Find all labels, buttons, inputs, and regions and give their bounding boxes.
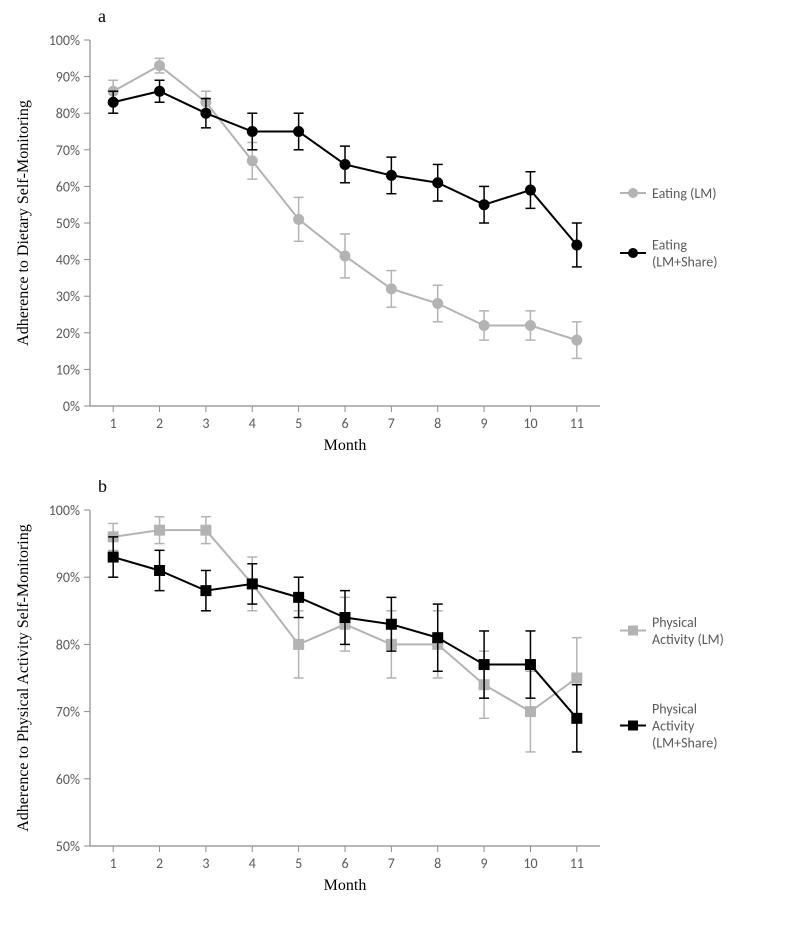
- marker-pa_lm_share: [386, 619, 396, 629]
- marker-eating_lm: [386, 284, 396, 294]
- marker-eating_lm_share: [433, 178, 443, 188]
- panel-letter: a: [98, 6, 106, 26]
- legend-label: Eating(LM+Share): [652, 237, 717, 271]
- marker-eating_lm_share: [247, 127, 257, 137]
- panel-letter: b: [98, 480, 107, 496]
- x-tick-label: 7: [388, 415, 395, 432]
- marker-pa_lm: [201, 525, 211, 535]
- y-tick-label: 30%: [56, 288, 80, 305]
- x-axis-title: Month: [324, 437, 367, 454]
- x-tick-label: 9: [481, 855, 488, 872]
- panel-a: a 0% 10% 20% 30% 40% 50% 60% 70% 80% 90% 100% 1 2 3 4 5 6…: [0, 0, 800, 460]
- y-tick-label: 70%: [56, 704, 80, 721]
- marker-pa_lm_share: [572, 713, 582, 723]
- y-tick-label: 90%: [56, 69, 80, 86]
- marker-eating_lm_share: [294, 127, 304, 137]
- legend-label: PhysicalActivity(LM+Share): [652, 701, 717, 752]
- legend-marker: [628, 188, 638, 198]
- x-tick-label: 2: [156, 415, 163, 432]
- marker-pa_lm: [294, 639, 304, 649]
- y-tick-label: 80%: [56, 636, 80, 653]
- y-tick-label: 50%: [56, 215, 80, 232]
- legend-label: Eating (LM): [652, 185, 716, 202]
- x-tick-label: 2: [156, 855, 163, 872]
- x-tick-label: 11: [570, 855, 584, 872]
- x-tick-label: 10: [523, 415, 537, 432]
- y-tick-label: 20%: [56, 325, 80, 342]
- marker-eating_lm: [247, 156, 257, 166]
- marker-pa_lm_share: [433, 633, 443, 643]
- x-tick-label: 3: [202, 415, 209, 432]
- x-tick-label: 4: [249, 855, 256, 872]
- marker-eating_lm_share: [340, 159, 350, 169]
- y-tick-label: 100%: [49, 502, 80, 519]
- marker-eating_lm: [155, 61, 165, 71]
- y-tick-label: 100%: [49, 32, 80, 49]
- x-tick-label: 6: [341, 415, 348, 432]
- marker-eating_lm_share: [479, 200, 489, 210]
- marker-eating_lm_share: [525, 185, 535, 195]
- marker-eating_lm_share: [155, 86, 165, 96]
- x-tick-label: 11: [570, 415, 584, 432]
- y-tick-label: 70%: [56, 142, 80, 159]
- x-tick-label: 10: [523, 855, 537, 872]
- y-axis-title: Adherence to Physical Activity Self-Moni…: [15, 524, 32, 832]
- y-tick-label: 60%: [56, 178, 80, 195]
- legend-marker: [628, 626, 638, 636]
- marker-eating_lm: [479, 320, 489, 330]
- x-tick-label: 7: [388, 855, 395, 872]
- marker-eating_lm: [433, 299, 443, 309]
- marker-pa_lm_share: [294, 592, 304, 602]
- marker-eating_lm: [525, 320, 535, 330]
- y-tick-label: 50%: [56, 838, 80, 855]
- x-tick-label: 4: [249, 415, 256, 432]
- marker-pa_lm_share: [155, 565, 165, 575]
- marker-pa_lm: [525, 707, 535, 717]
- marker-eating_lm_share: [108, 97, 118, 107]
- x-axis-title: Month: [324, 877, 367, 894]
- y-tick-label: 90%: [56, 569, 80, 586]
- marker-pa_lm_share: [340, 613, 350, 623]
- x-tick-label: 1: [110, 855, 117, 872]
- marker-pa_lm_share: [479, 660, 489, 670]
- y-tick-label: 80%: [56, 105, 80, 122]
- legend-label: PhysicalActivity (LM): [652, 614, 724, 648]
- x-tick-label: 5: [295, 415, 302, 432]
- marker-eating_lm_share: [201, 108, 211, 118]
- legend-marker: [628, 721, 638, 731]
- marker-eating_lm: [294, 214, 304, 224]
- x-tick-label: 1: [110, 415, 117, 432]
- y-axis-title: Adherence to Dietary Self-Monitoring: [15, 100, 32, 346]
- y-tick-label: 10%: [56, 361, 80, 378]
- marker-pa_lm_share: [108, 552, 118, 562]
- y-tick-label: 40%: [56, 252, 80, 269]
- marker-pa_lm: [155, 525, 165, 535]
- marker-pa_lm: [572, 673, 582, 683]
- x-tick-label: 3: [202, 855, 209, 872]
- marker-eating_lm_share: [386, 170, 396, 180]
- marker-eating_lm_share: [572, 240, 582, 250]
- legend-marker: [628, 248, 638, 258]
- x-tick-label: 5: [295, 855, 302, 872]
- x-tick-label: 9: [481, 415, 488, 432]
- marker-pa_lm_share: [525, 660, 535, 670]
- x-tick-label: 8: [434, 415, 441, 432]
- marker-eating_lm: [340, 251, 350, 261]
- figure-root: a 0% 10% 20% 30% 40% 50% 60% 70% 80% 90% 100% 1 2 3 4 5 6…: [0, 0, 800, 932]
- marker-eating_lm: [572, 335, 582, 345]
- marker-pa_lm_share: [247, 579, 257, 589]
- panel-b: b 50% 60% 70% 80% 90% 100% 1 2 3 4 5 6 7 8 9 10 11 Month Ad…: [0, 480, 800, 932]
- y-tick-label: 60%: [56, 771, 80, 788]
- series-line-eating_lm: [113, 66, 577, 341]
- x-tick-label: 6: [341, 855, 348, 872]
- y-tick-label: 0%: [63, 398, 80, 415]
- x-tick-label: 8: [434, 855, 441, 872]
- marker-pa_lm_share: [201, 586, 211, 596]
